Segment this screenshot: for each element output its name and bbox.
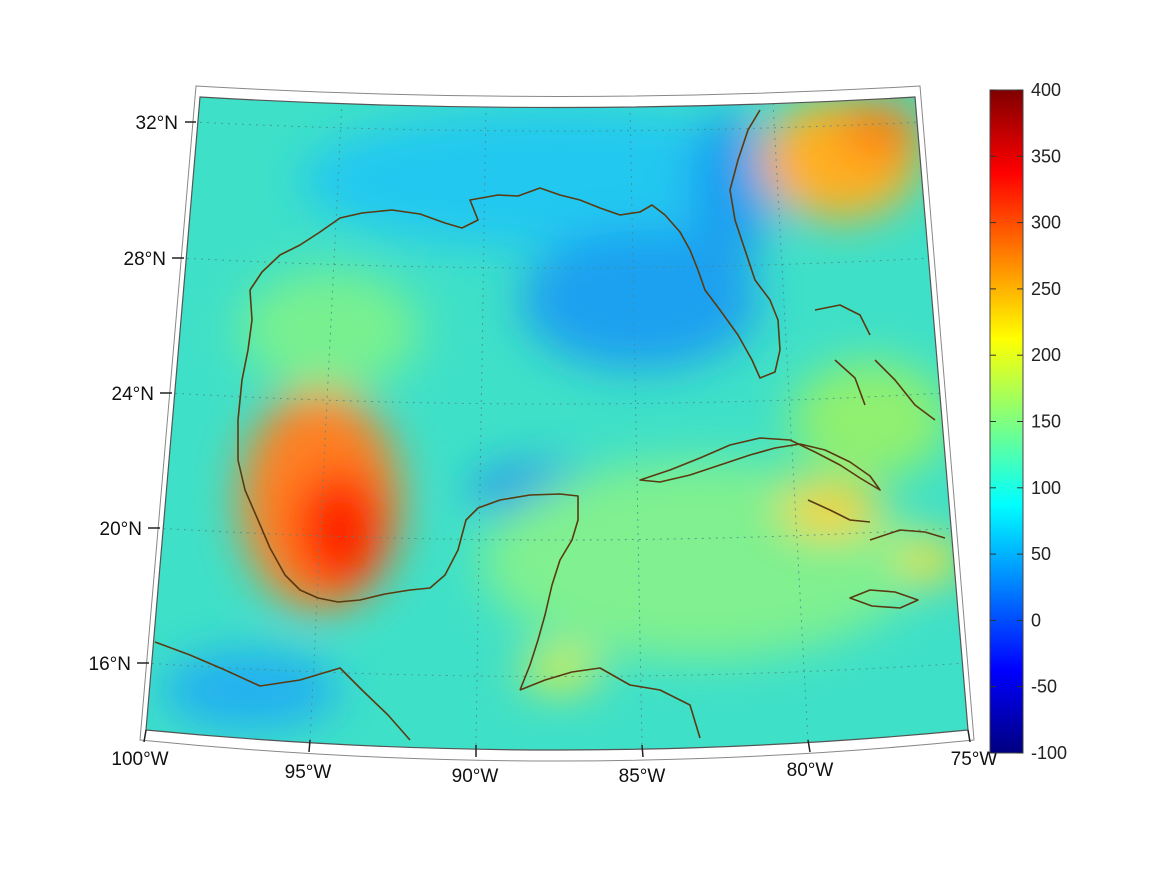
lon-label-85: 85°W xyxy=(619,766,666,787)
coast-bahamas xyxy=(814,304,936,421)
grid-lon-95 xyxy=(309,101,343,741)
field-loop-low xyxy=(520,230,760,370)
field-pacific-low xyxy=(160,650,340,730)
colorbar-tick-label: 200 xyxy=(1031,345,1061,365)
colorbar-tick-label: 400 xyxy=(1031,80,1061,100)
field-west-gulf xyxy=(240,270,420,390)
colorbar-tick-label: 350 xyxy=(1031,146,1061,166)
grid-lat-32 xyxy=(192,121,923,132)
coast-cuba-isle xyxy=(807,499,871,523)
lon-label-100: 100°W xyxy=(111,749,168,770)
coast-mexico xyxy=(237,289,579,691)
field-se-us-core xyxy=(840,100,920,160)
colorbar-tick-label: -50 xyxy=(1031,677,1057,697)
field-hispaniola-high xyxy=(900,535,960,585)
colorbar-tick-label: 100 xyxy=(1031,478,1061,498)
lat-labels: 32°N 28°N 24°N 20°N 16°N xyxy=(89,113,178,675)
colorbar-tick-label: 300 xyxy=(1031,213,1061,233)
coast-us-gulf xyxy=(249,109,781,379)
lat-ticks xyxy=(137,121,196,664)
field-honduras-high xyxy=(520,650,600,690)
colorbar-tick-label: 150 xyxy=(1031,412,1061,432)
colorbar-tick-label: 250 xyxy=(1031,279,1061,299)
field-bahamas xyxy=(790,360,950,480)
field-mexico-core xyxy=(295,470,385,590)
map-panel xyxy=(146,97,968,750)
coast-central-america xyxy=(154,641,411,741)
lat-label-32: 32°N xyxy=(136,113,178,134)
lon-label-75: 75°W xyxy=(951,749,998,770)
colorbar: 400 350 300 250 200 150 100 50 0 -50 -100 xyxy=(989,80,1067,763)
colorbar-tick-label: 0 xyxy=(1031,610,1041,630)
lon-labels: 100°W 95°W 90°W 85°W 80°W 75°W xyxy=(111,749,997,787)
grid-lat-20 xyxy=(155,527,957,541)
field-north-gulf xyxy=(300,110,820,250)
grid-lon-80 xyxy=(772,102,809,741)
grid-lon-90 xyxy=(475,105,487,746)
coastlines xyxy=(154,109,946,741)
coast-jamaica xyxy=(849,589,919,609)
colorbar-tick-label: -100 xyxy=(1031,743,1067,763)
map-frame xyxy=(145,96,969,751)
lon-label-95: 95°W xyxy=(285,762,332,783)
map-frame-outer xyxy=(139,85,975,762)
grid-lat-24 xyxy=(167,392,945,405)
coast-hispaniola xyxy=(869,529,946,541)
grid-lat-28 xyxy=(179,257,934,269)
lon-ticks xyxy=(143,729,971,758)
colorbar-tick-label: 50 xyxy=(1031,544,1051,564)
lat-label-16: 16°N xyxy=(89,654,131,675)
coast-cuba xyxy=(639,437,881,491)
field-blobs xyxy=(160,100,960,730)
lat-label-28: 28°N xyxy=(124,249,166,270)
colorbar-ticks: 400 350 300 250 200 150 100 50 0 -50 -100 xyxy=(990,80,1067,763)
lat-label-24: 24°N xyxy=(112,384,154,405)
lon-label-90: 90°W xyxy=(452,766,499,787)
lon-label-80: 80°W xyxy=(787,760,834,781)
coast-honduras xyxy=(519,667,701,739)
lat-label-20: 20°N xyxy=(100,519,142,540)
